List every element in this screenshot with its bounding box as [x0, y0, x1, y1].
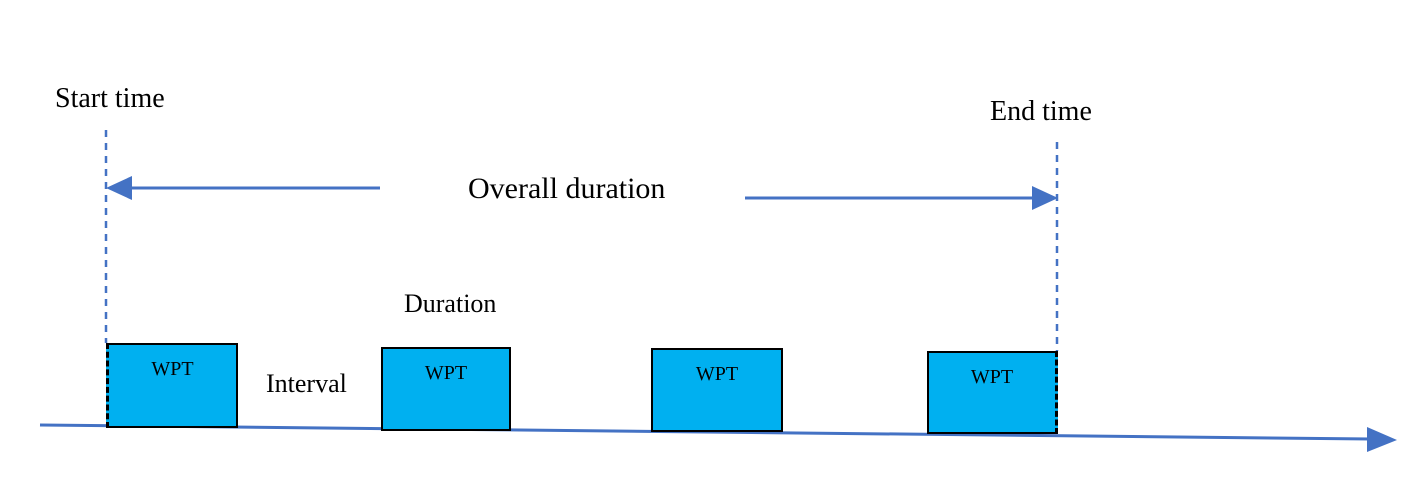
- right-arrowhead-icon: [1032, 186, 1058, 210]
- wpt-box-4: WPT: [927, 351, 1058, 434]
- wpt-box-3-label: WPT: [695, 363, 739, 385]
- wpt-box-2-label: WPT: [424, 362, 468, 384]
- wpt-box-2: WPT: [381, 347, 511, 431]
- duration-label: Duration: [404, 289, 497, 318]
- wpt-box-3: WPT: [651, 348, 783, 432]
- left-arrowhead-icon: [106, 176, 132, 200]
- interval-label: Interval: [266, 369, 347, 398]
- overall-duration-label: Overall duration: [468, 172, 666, 205]
- timeline-arrowhead-icon: [1367, 427, 1397, 452]
- start-time-label: Start time: [55, 83, 165, 114]
- timeline-axis-line: [39, 423, 1372, 441]
- wpt-box-1-label: WPT: [151, 358, 194, 380]
- wpt-box-1: WPT: [106, 343, 238, 428]
- wpt-box-4-label: WPT: [970, 366, 1014, 388]
- end-time-label: End time: [990, 96, 1092, 127]
